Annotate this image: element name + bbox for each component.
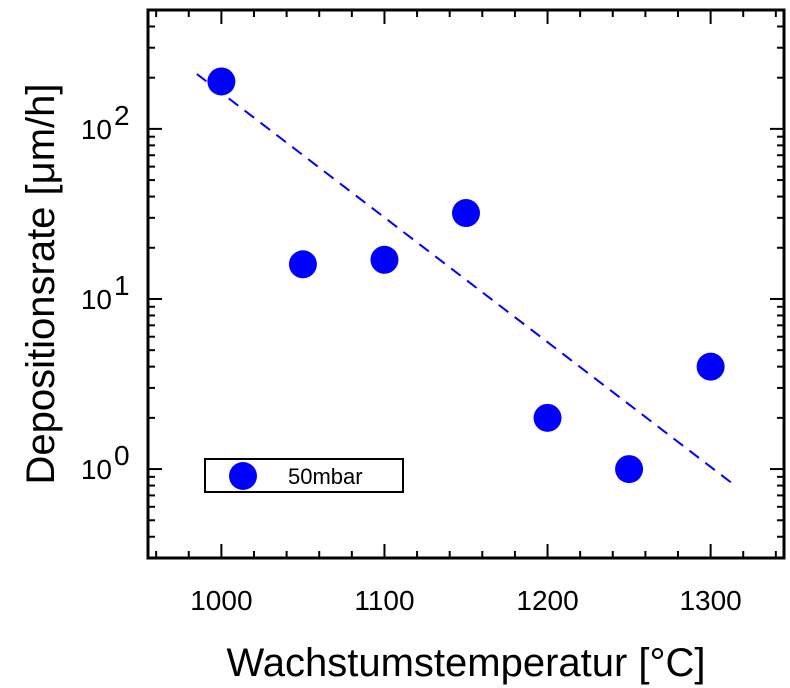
plot-frame	[146, 8, 786, 560]
x-tick-label: 1100	[354, 585, 414, 616]
x-tick-label: 1000	[190, 585, 252, 616]
x-tick-labels: 1000 1100 1200 1300	[190, 585, 742, 616]
fit-line-group	[196, 73, 736, 487]
y-tick-exponent: 2	[114, 100, 130, 131]
y-axis-title: Depositionsrate [μm/h]	[19, 84, 63, 485]
legend-marker	[229, 462, 257, 490]
y-tick-label: 10	[81, 114, 112, 145]
data-point	[696, 352, 725, 381]
x-tick-label: 1300	[679, 585, 741, 616]
y-tick-label: 10	[81, 284, 112, 315]
data-point	[370, 245, 399, 274]
data-point	[615, 455, 644, 484]
legend-label: 50mbar	[288, 464, 363, 489]
y-tick-exponent: 1	[114, 270, 130, 301]
legend: 50mbar	[204, 458, 404, 493]
data-point	[533, 403, 562, 432]
data-point	[207, 67, 236, 96]
data-point	[452, 199, 480, 228]
x-tick-label: 1200	[516, 585, 578, 616]
fit-line	[196, 73, 736, 487]
y-tick-exponent: 0	[114, 440, 130, 471]
data-points	[207, 67, 725, 484]
data-point	[288, 250, 317, 279]
y-tick-label: 10	[81, 454, 112, 485]
x-axis-title: Wachstumstemperatur [°C]	[226, 641, 705, 685]
axis-ticks	[148, 9, 784, 559]
